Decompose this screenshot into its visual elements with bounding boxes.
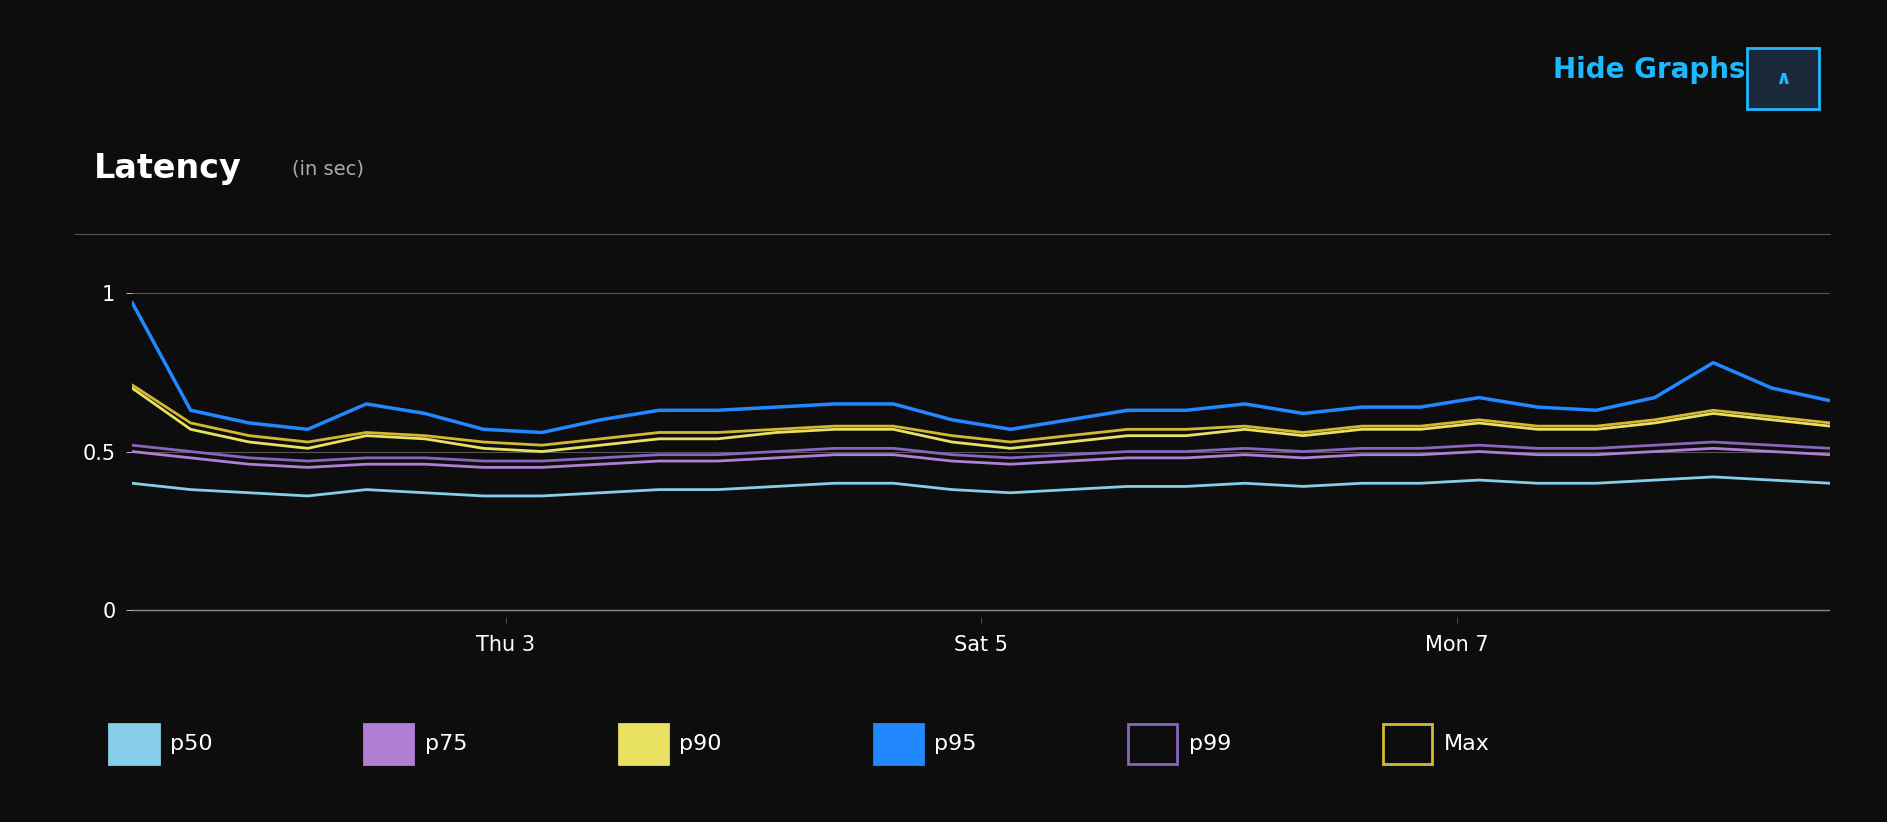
Text: p95: p95 — [934, 734, 977, 754]
Text: Max: Max — [1444, 734, 1489, 754]
Text: p50: p50 — [170, 734, 213, 754]
Text: Hide Graphs: Hide Graphs — [1553, 56, 1745, 84]
Text: ∧: ∧ — [1776, 68, 1791, 88]
Text: p90: p90 — [679, 734, 723, 754]
Text: p99: p99 — [1189, 734, 1230, 754]
Text: p75: p75 — [425, 734, 468, 754]
Text: (in sec): (in sec) — [292, 159, 364, 178]
Text: Latency: Latency — [94, 152, 242, 185]
